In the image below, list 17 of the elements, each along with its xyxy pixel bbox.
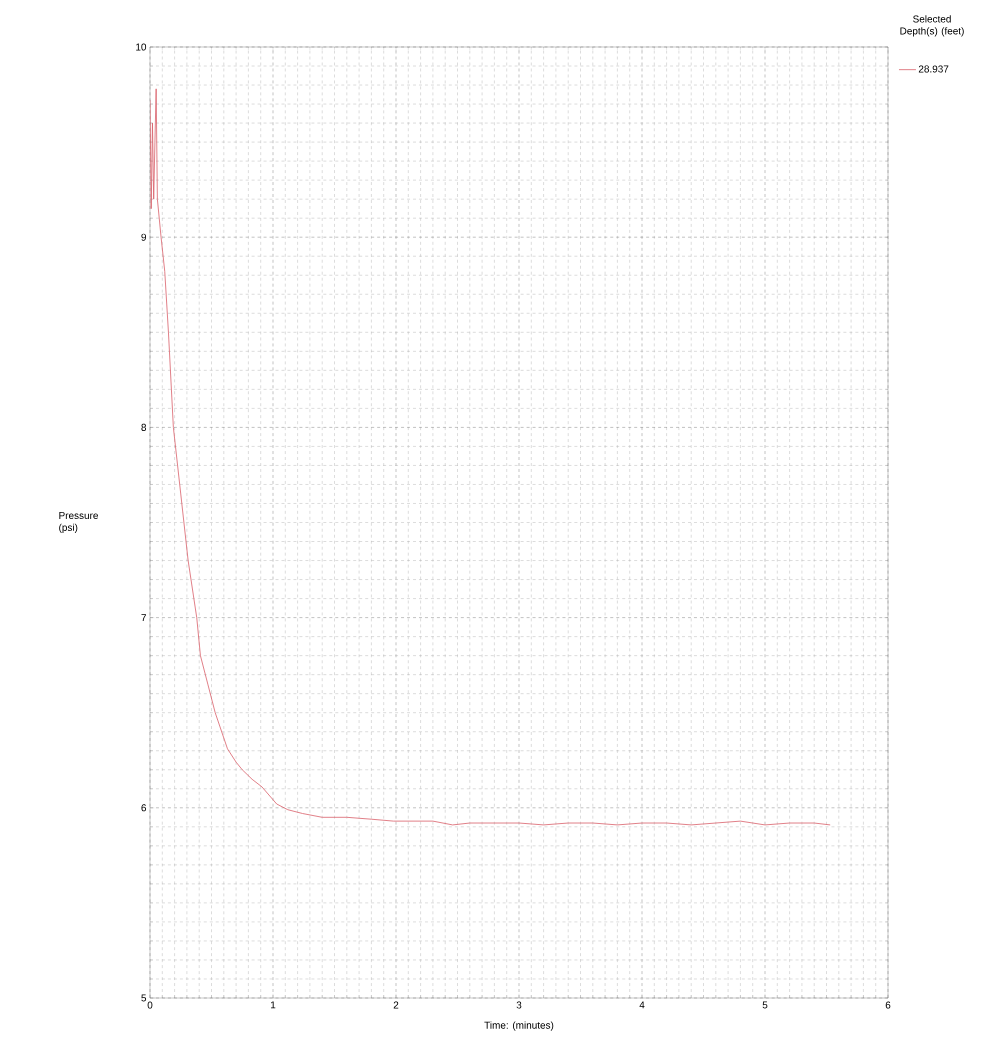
x-tick-label: 6 [885,1001,891,1009]
y-tick-label: 8 [141,423,147,431]
y-tick-label: 9 [141,233,147,241]
y-tick-label: 7 [141,614,146,622]
y-tick-label: 10 [136,43,147,51]
y-tick-label: 6 [141,804,147,812]
x-tick-label: 1 [271,1001,276,1009]
legend-label: 28.937 [918,65,949,73]
legend-title: Selected Depth(s) (feet) [900,15,964,37]
x-tick-label: 0 [147,1001,153,1009]
x-tick-label: 5 [762,1001,768,1009]
x-axis-title: Time: (minutes) [484,1021,554,1031]
y-tick-label: 5 [141,994,147,1002]
x-tick-label: 4 [639,1001,645,1009]
x-tick-label: 3 [516,1001,522,1009]
x-tick-label: 2 [393,1001,399,1009]
y-axis-title: Pressure (psi) [59,512,98,533]
